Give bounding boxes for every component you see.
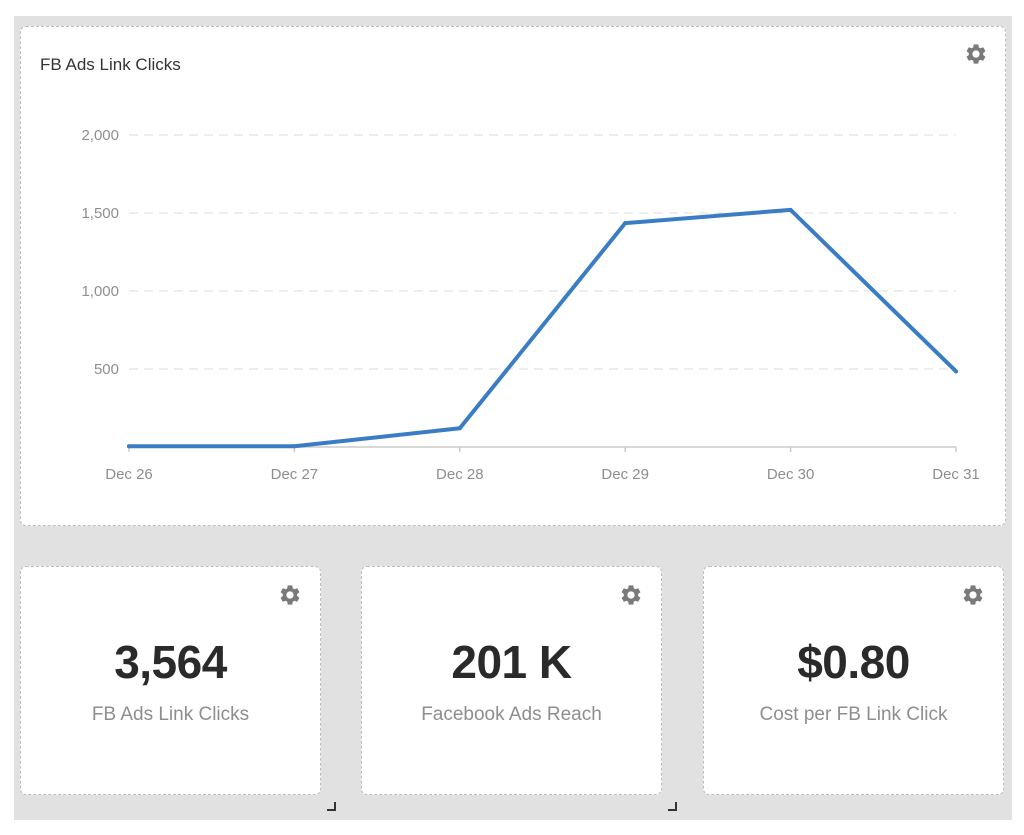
metric-widget-cost-per-click: $0.80 Cost per FB Link Click [703, 566, 1004, 795]
gear-icon[interactable] [964, 42, 988, 66]
chart-title: FB Ads Link Clicks [40, 55, 181, 74]
gear-icon[interactable] [278, 583, 302, 607]
metric-value: 201 K [451, 636, 572, 688]
y-tick-label: 1,000 [81, 283, 119, 300]
metric-value: $0.80 [797, 636, 910, 688]
metric-widget-link-clicks: 3,564 FB Ads Link Clicks [20, 566, 321, 795]
metric-label: Cost per FB Link Click [759, 704, 948, 725]
chart-widget: FB Ads Link Clicks 500 1,000 1,500 2,000 Dec… [20, 26, 1006, 526]
metric-label: FB Ads Link Clicks [91, 704, 250, 725]
data-point [457, 426, 462, 431]
resize-handle[interactable] [668, 802, 677, 811]
x-tick-label: Dec 29 [601, 466, 649, 483]
data-point [127, 444, 131, 449]
data-point [292, 444, 297, 449]
x-tick-label: Dec 26 [105, 466, 153, 483]
x-tick-label: Dec 27 [271, 466, 319, 483]
x-tick-label: Dec 28 [436, 466, 484, 483]
y-tick-label: 1,500 [81, 205, 119, 222]
series-line [127, 207, 958, 449]
gear-icon[interactable] [961, 583, 985, 607]
metric-value: 3,564 [114, 636, 227, 688]
y-tick-label: 500 [94, 361, 119, 378]
x-tick-label: Dec 30 [767, 466, 815, 483]
data-point [788, 207, 793, 212]
data-point [954, 369, 958, 374]
line-chart: 500 1,000 1,500 2,000 Dec 26 Dec 27 Dec 28 Dec … [81, 127, 980, 483]
resize-handle[interactable] [327, 802, 336, 811]
dashboard: FB Ads Link Clicks 500 1,000 1,500 2,000 Dec… [14, 16, 1012, 820]
gear-icon[interactable] [619, 583, 643, 607]
metric-widget-reach: 201 K Facebook Ads Reach [361, 566, 662, 795]
y-tick-label: 2,000 [81, 127, 119, 144]
data-point [623, 221, 628, 226]
metric-label: Facebook Ads Reach [421, 704, 602, 725]
x-tick-label: Dec 31 [932, 466, 980, 483]
